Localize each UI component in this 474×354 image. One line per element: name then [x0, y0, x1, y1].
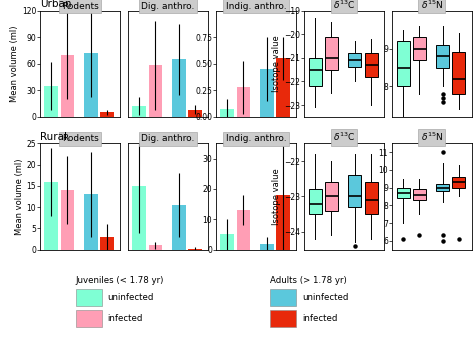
Text: Juveniles (< 1.78 yr): Juveniles (< 1.78 yr) — [76, 276, 164, 285]
Bar — [45, 182, 58, 250]
Text: infected: infected — [108, 314, 143, 324]
Text: Rural: Rural — [40, 132, 67, 142]
PathPatch shape — [453, 177, 465, 188]
PathPatch shape — [413, 189, 426, 200]
Y-axis label: Isotope value: Isotope value — [272, 168, 281, 225]
PathPatch shape — [309, 189, 321, 214]
PathPatch shape — [453, 52, 465, 94]
PathPatch shape — [365, 182, 377, 214]
Title: Dig. anthro.: Dig. anthro. — [141, 135, 195, 143]
Title: Rodents: Rodents — [62, 2, 99, 11]
Bar — [148, 65, 162, 117]
PathPatch shape — [436, 45, 449, 68]
Bar — [220, 109, 234, 117]
Text: Adults (> 1.78 yr): Adults (> 1.78 yr) — [270, 276, 347, 285]
PathPatch shape — [325, 36, 338, 70]
Title: $\delta^{15}$N: $\delta^{15}$N — [421, 131, 443, 143]
PathPatch shape — [413, 37, 426, 60]
Bar — [276, 58, 290, 117]
Bar — [61, 55, 74, 117]
Bar — [172, 59, 186, 117]
PathPatch shape — [397, 188, 410, 198]
Bar — [172, 205, 186, 250]
Title: $\delta^{13}$C: $\delta^{13}$C — [333, 131, 355, 143]
Y-axis label: Mean volume (ml): Mean volume (ml) — [10, 25, 19, 102]
Bar — [188, 249, 202, 250]
Bar — [260, 69, 273, 117]
Bar — [84, 194, 98, 250]
Bar — [276, 195, 290, 250]
Title: Indig. anthro.: Indig. anthro. — [226, 135, 286, 143]
Bar — [100, 113, 114, 117]
Bar — [132, 186, 146, 250]
Bar — [61, 190, 74, 250]
Text: uninfected: uninfected — [108, 293, 154, 302]
Bar — [132, 106, 146, 117]
PathPatch shape — [325, 182, 338, 211]
Title: $\delta^{15}$N: $\delta^{15}$N — [421, 0, 443, 11]
Text: Urban: Urban — [40, 0, 72, 9]
PathPatch shape — [436, 184, 449, 191]
Bar — [237, 87, 250, 117]
PathPatch shape — [348, 53, 361, 67]
Title: Dig. anthro.: Dig. anthro. — [141, 2, 195, 11]
Bar — [148, 245, 162, 250]
PathPatch shape — [309, 58, 321, 86]
Bar — [84, 53, 98, 117]
PathPatch shape — [348, 175, 361, 207]
PathPatch shape — [365, 53, 377, 77]
Bar — [188, 110, 202, 117]
Bar — [45, 86, 58, 117]
PathPatch shape — [397, 41, 410, 86]
Title: $\delta^{13}$C: $\delta^{13}$C — [333, 0, 355, 11]
Bar — [260, 244, 273, 250]
Y-axis label: Mean volume (ml): Mean volume (ml) — [15, 158, 24, 235]
Bar — [220, 234, 234, 250]
Title: Rodents: Rodents — [62, 135, 99, 143]
Bar — [237, 210, 250, 250]
Bar — [100, 237, 114, 250]
Y-axis label: Isotope value: Isotope value — [272, 35, 281, 92]
Title: Indig. anthro.: Indig. anthro. — [226, 2, 286, 11]
Text: uninfected: uninfected — [302, 293, 348, 302]
Text: infected: infected — [302, 314, 337, 324]
